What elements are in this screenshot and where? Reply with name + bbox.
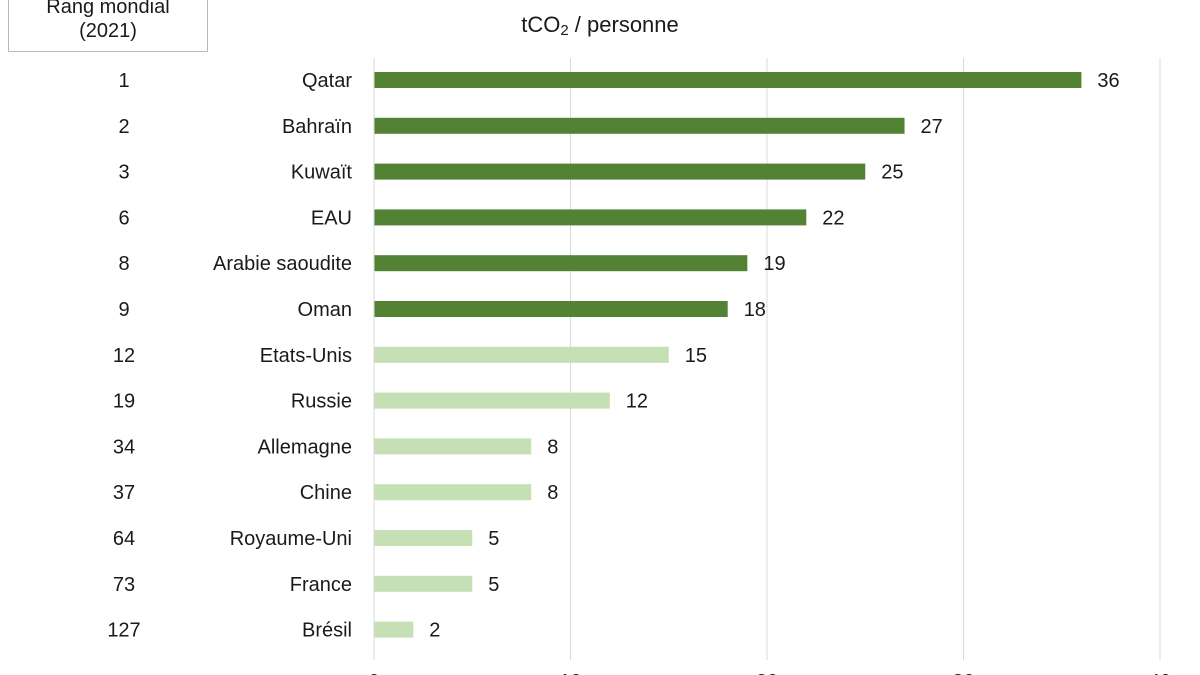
x-tick-label: 10 (559, 671, 581, 675)
rank-label: 8 (118, 253, 129, 275)
category-label: France (290, 574, 352, 596)
value-label: 22 (822, 207, 844, 229)
x-tick-label: 40 (1149, 671, 1171, 675)
x-tick-label: 20 (756, 671, 778, 675)
bar (374, 301, 728, 317)
value-label: 36 (1097, 70, 1119, 92)
unit-rest: / personne (568, 12, 679, 37)
axis-unit-label: tCO2 / personne (420, 12, 780, 39)
bar (374, 209, 807, 226)
value-label: 12 (626, 391, 648, 413)
rank-label: 73 (113, 574, 135, 596)
rank-label: 6 (118, 207, 129, 229)
category-label: EAU (311, 207, 352, 229)
value-label: 18 (744, 299, 766, 321)
rank-label: 19 (113, 391, 135, 413)
bar (374, 392, 610, 409)
value-label: 5 (488, 528, 499, 550)
rank-label: 64 (113, 528, 135, 550)
bar (374, 72, 1082, 88)
value-label: 15 (685, 345, 707, 367)
bar (374, 621, 414, 638)
bar (374, 438, 532, 455)
category-label: Royaume-Uni (230, 528, 352, 550)
bar (374, 575, 473, 592)
unit-subscript: 2 (560, 22, 569, 39)
bar (374, 163, 866, 180)
value-label: 8 (547, 482, 558, 504)
value-label: 8 (547, 436, 558, 458)
category-label: Oman (298, 299, 352, 321)
rank-label: 37 (113, 482, 135, 504)
category-label: Allemagne (257, 436, 352, 458)
category-label: Etats-Unis (260, 345, 352, 367)
rank-label: 3 (118, 162, 129, 184)
category-label: Russie (291, 391, 352, 413)
value-label: 27 (921, 116, 943, 138)
rank-label: 12 (113, 345, 135, 367)
value-label: 19 (763, 253, 785, 275)
rank-header-line2: (2021) (79, 20, 137, 42)
bar (374, 255, 748, 272)
category-label: Kuwaït (291, 162, 353, 184)
category-label: Chine (300, 482, 352, 504)
category-label: Bahraïn (282, 116, 352, 138)
rank-label: 127 (107, 620, 140, 642)
unit-main: tCO (521, 12, 561, 37)
rank-column-header: Rang mondial (2021) (8, 0, 208, 52)
category-label: Arabie saoudite (213, 253, 352, 275)
x-tick-label: 0 (368, 671, 379, 675)
category-label: Qatar (302, 70, 352, 92)
x-tick-label: 30 (952, 671, 974, 675)
rank-label: 2 (118, 116, 129, 138)
rank-label: 1 (118, 70, 129, 92)
value-label: 25 (881, 162, 903, 184)
rank-label: 9 (118, 299, 129, 321)
value-label: 2 (429, 620, 440, 642)
category-label: Brésil (302, 620, 352, 642)
bar (374, 530, 473, 546)
value-label: 5 (488, 574, 499, 596)
bar (374, 117, 905, 134)
rank-header-line1: Rang mondial (46, 0, 170, 18)
bar (374, 346, 669, 363)
rank-label: 34 (113, 436, 135, 458)
bar (374, 484, 532, 501)
